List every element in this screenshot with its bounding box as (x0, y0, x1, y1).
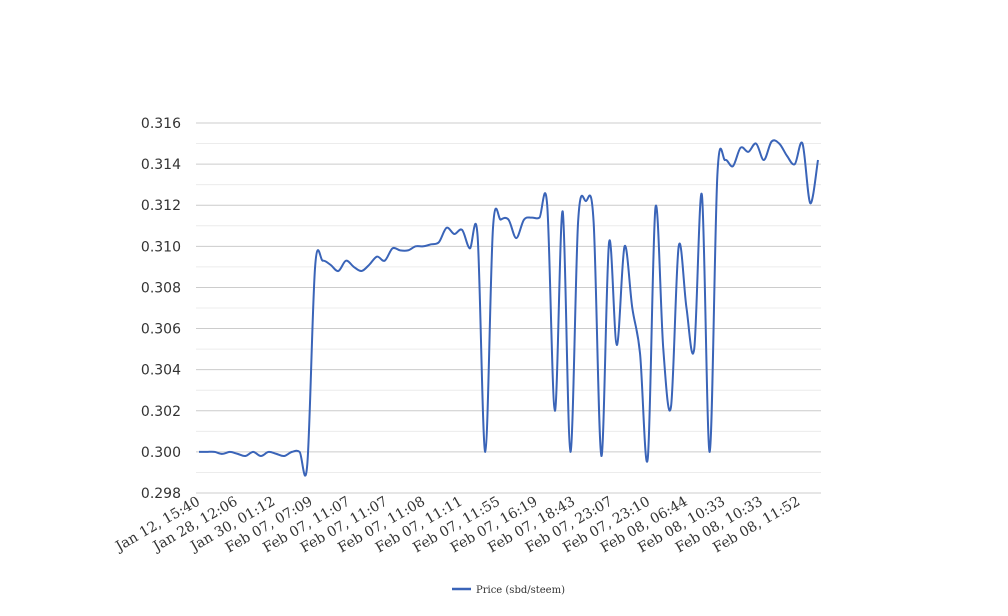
y-tick-label: 0.310 (141, 239, 181, 255)
y-tick-label: 0.302 (141, 404, 181, 420)
legend: Price (sbd/steem) (452, 585, 565, 596)
y-tick-label: 0.298 (141, 486, 181, 502)
minor-gridlines (196, 143, 821, 473)
y-axis-tick-labels: 0.298 0.300 0.302 0.304 0.306 0.308 0.310 0.312… (141, 116, 181, 502)
y-tick-label: 0.306 (141, 322, 181, 338)
y-tick-label: 0.304 (141, 363, 181, 379)
y-tick-label: 0.314 (141, 157, 181, 173)
series-line-price (198, 139, 819, 477)
y-tick-label: 0.300 (141, 445, 181, 461)
y-tick-label: 0.316 (141, 116, 181, 132)
legend-label: Price (sbd/steem) (476, 585, 565, 596)
y-tick-label: 0.312 (141, 198, 181, 214)
y-tick-label: 0.308 (141, 280, 181, 296)
